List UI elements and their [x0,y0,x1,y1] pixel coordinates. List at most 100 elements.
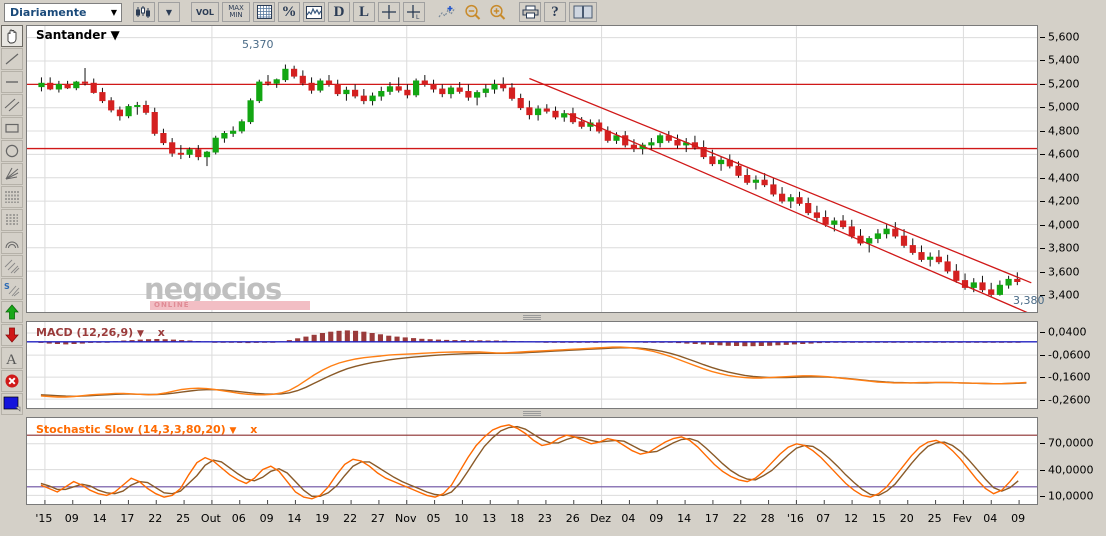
parallel-lines-icon [4,98,20,112]
arc-tool[interactable] [1,232,23,254]
trendline-tool[interactable] [1,48,23,70]
date-axis-label: 04 [983,512,998,525]
axis-tick-label: -0,1600 [1048,370,1091,384]
pan-hand-tool[interactable] [1,25,23,47]
blue-color-swatch-icon [3,396,21,412]
delete-tool[interactable] [1,370,23,392]
page-title[interactable]: Santander ▼ [36,28,120,42]
price-chart-pane[interactable] [26,25,1038,313]
axis-tick-mark [1040,332,1045,334]
timeframe-label: Diariamente [10,5,87,19]
date-axis-label: Out [200,512,221,525]
close-icon[interactable]: x [157,326,165,339]
ellipse-tool[interactable] [1,140,23,162]
crosshair-lock-button[interactable]: L [403,2,425,22]
svg-text:L: L [416,14,420,20]
maxmin-button[interactable]: MAX MIN [222,2,250,22]
letter-a-icon: A [6,352,17,366]
crosshair-lock-icon: L [407,5,420,20]
toolbar-gap [122,12,130,13]
chart-type-dropdown[interactable]: ▼ [158,2,180,22]
axis-tick-mark [1040,496,1045,498]
grid-button[interactable] [253,2,275,22]
print-button[interactable] [519,2,541,22]
date-axis-label: 14 [92,512,107,525]
stochastic-axis[interactable]: 70,0000 40,0000 10,0000 [1040,417,1106,505]
text-tool[interactable]: A [1,347,23,369]
macd-title[interactable]: MACD (12,26,9) ▼ x [36,326,165,339]
date-axis-label: 19 [315,512,330,525]
zoom-out-icon [464,4,480,20]
date-axis[interactable]: '15 09 14 17 22 25 Out 06 09 14 19 22 27 Nov 05 10 13 18 2… [26,506,1038,532]
horizontal-line-tool[interactable] [1,71,23,93]
up-arrow-tool[interactable] [1,301,23,323]
date-axis-label: 17 [120,512,135,525]
volume-button[interactable]: VOL [191,2,219,22]
stochastic-label: Stochastic Slow (14,3,3,80,20) [36,423,226,436]
diagonal-line-icon [5,53,19,65]
parallel-lines-tool[interactable] [1,94,23,116]
macd-pane[interactable] [26,321,1038,409]
horizontal-grid-tool[interactable] [1,209,23,231]
pane-splitter-2[interactable] [26,409,1038,417]
chevron-down-icon[interactable]: ▼ [229,426,237,436]
ellipse-icon [5,144,19,158]
rectangle-tool[interactable] [1,117,23,139]
axis-tick-mark [1040,354,1045,356]
help-button[interactable]: ? [544,2,566,22]
axis-tick-label: 3,400 [1048,288,1080,302]
arc-icon [5,241,19,249]
date-axis-label: 22 [732,512,747,525]
date-axis-label: 05 [426,512,441,525]
axis-tick-label: 4,000 [1048,218,1080,232]
speed-lines-tool[interactable]: S [1,278,23,300]
timeframe-dropdown[interactable]: Diariamente ▼ [4,2,122,22]
close-icon[interactable]: x [250,423,258,436]
indicator-button[interactable] [303,2,325,22]
fibonacci-channel-tool[interactable] [1,255,23,277]
axis-tick-label: 4,600 [1048,147,1080,161]
watermark-text: negocios [144,272,282,306]
axis-tick-mark [1040,83,1045,85]
price-chart-svg [27,26,1037,312]
date-axis-label: 06 [231,512,246,525]
down-arrow-tool[interactable] [1,324,23,346]
axis-tick-label: 4,400 [1048,171,1080,185]
data-button[interactable]: D [328,2,350,22]
date-axis-label: 13 [482,512,497,525]
chevron-down-icon: ▼ [110,28,120,42]
fan-tool[interactable] [1,163,23,185]
letter-l-icon: L [358,3,369,20]
add-study-button[interactable] [436,2,458,22]
axis-tick-mark [1040,399,1045,401]
price-axis[interactable]: 5,600 5,400 5,200 5,000 4,800 4,600 4,400 4,200… [1040,25,1106,313]
chevron-down-icon[interactable]: ▼ [137,329,144,339]
date-axis-label: 14 [677,512,692,525]
vertical-grid-tool[interactable] [1,186,23,208]
zoom-out-button[interactable] [461,2,483,22]
axis-tick-mark [1040,295,1045,297]
date-axis-label: 17 [704,512,719,525]
axis-tick-label: 40,0000 [1048,463,1094,477]
stochastic-pane[interactable] [26,417,1038,505]
macd-axis[interactable]: 0,0400 -0,0600 -0,1600 -0,2600 [1040,321,1106,409]
zoom-in-button[interactable] [486,2,508,22]
date-axis-label: 09 [64,512,79,525]
axis-tick-mark [1040,107,1045,109]
axis-tick-label: 5,400 [1048,53,1080,67]
date-axis-label: 25 [927,512,942,525]
letter-d-icon: D [333,3,345,20]
percent-button[interactable]: % [278,2,300,22]
date-axis-label: '15 [35,512,53,525]
candlestick-type-button[interactable] [133,2,155,22]
date-axis-label: 09 [259,512,274,525]
fan-lines-icon [5,167,19,180]
svg-text:A: A [6,352,17,366]
book-icon [573,5,593,19]
stochastic-title[interactable]: Stochastic Slow (14,3,3,80,20) ▼ x [36,423,257,436]
color-picker-tool[interactable] [1,393,23,415]
log-button[interactable]: L [353,2,375,22]
crosshair-button[interactable] [378,2,400,22]
pane-splitter-1[interactable] [26,313,1038,321]
book-button[interactable] [569,2,597,22]
